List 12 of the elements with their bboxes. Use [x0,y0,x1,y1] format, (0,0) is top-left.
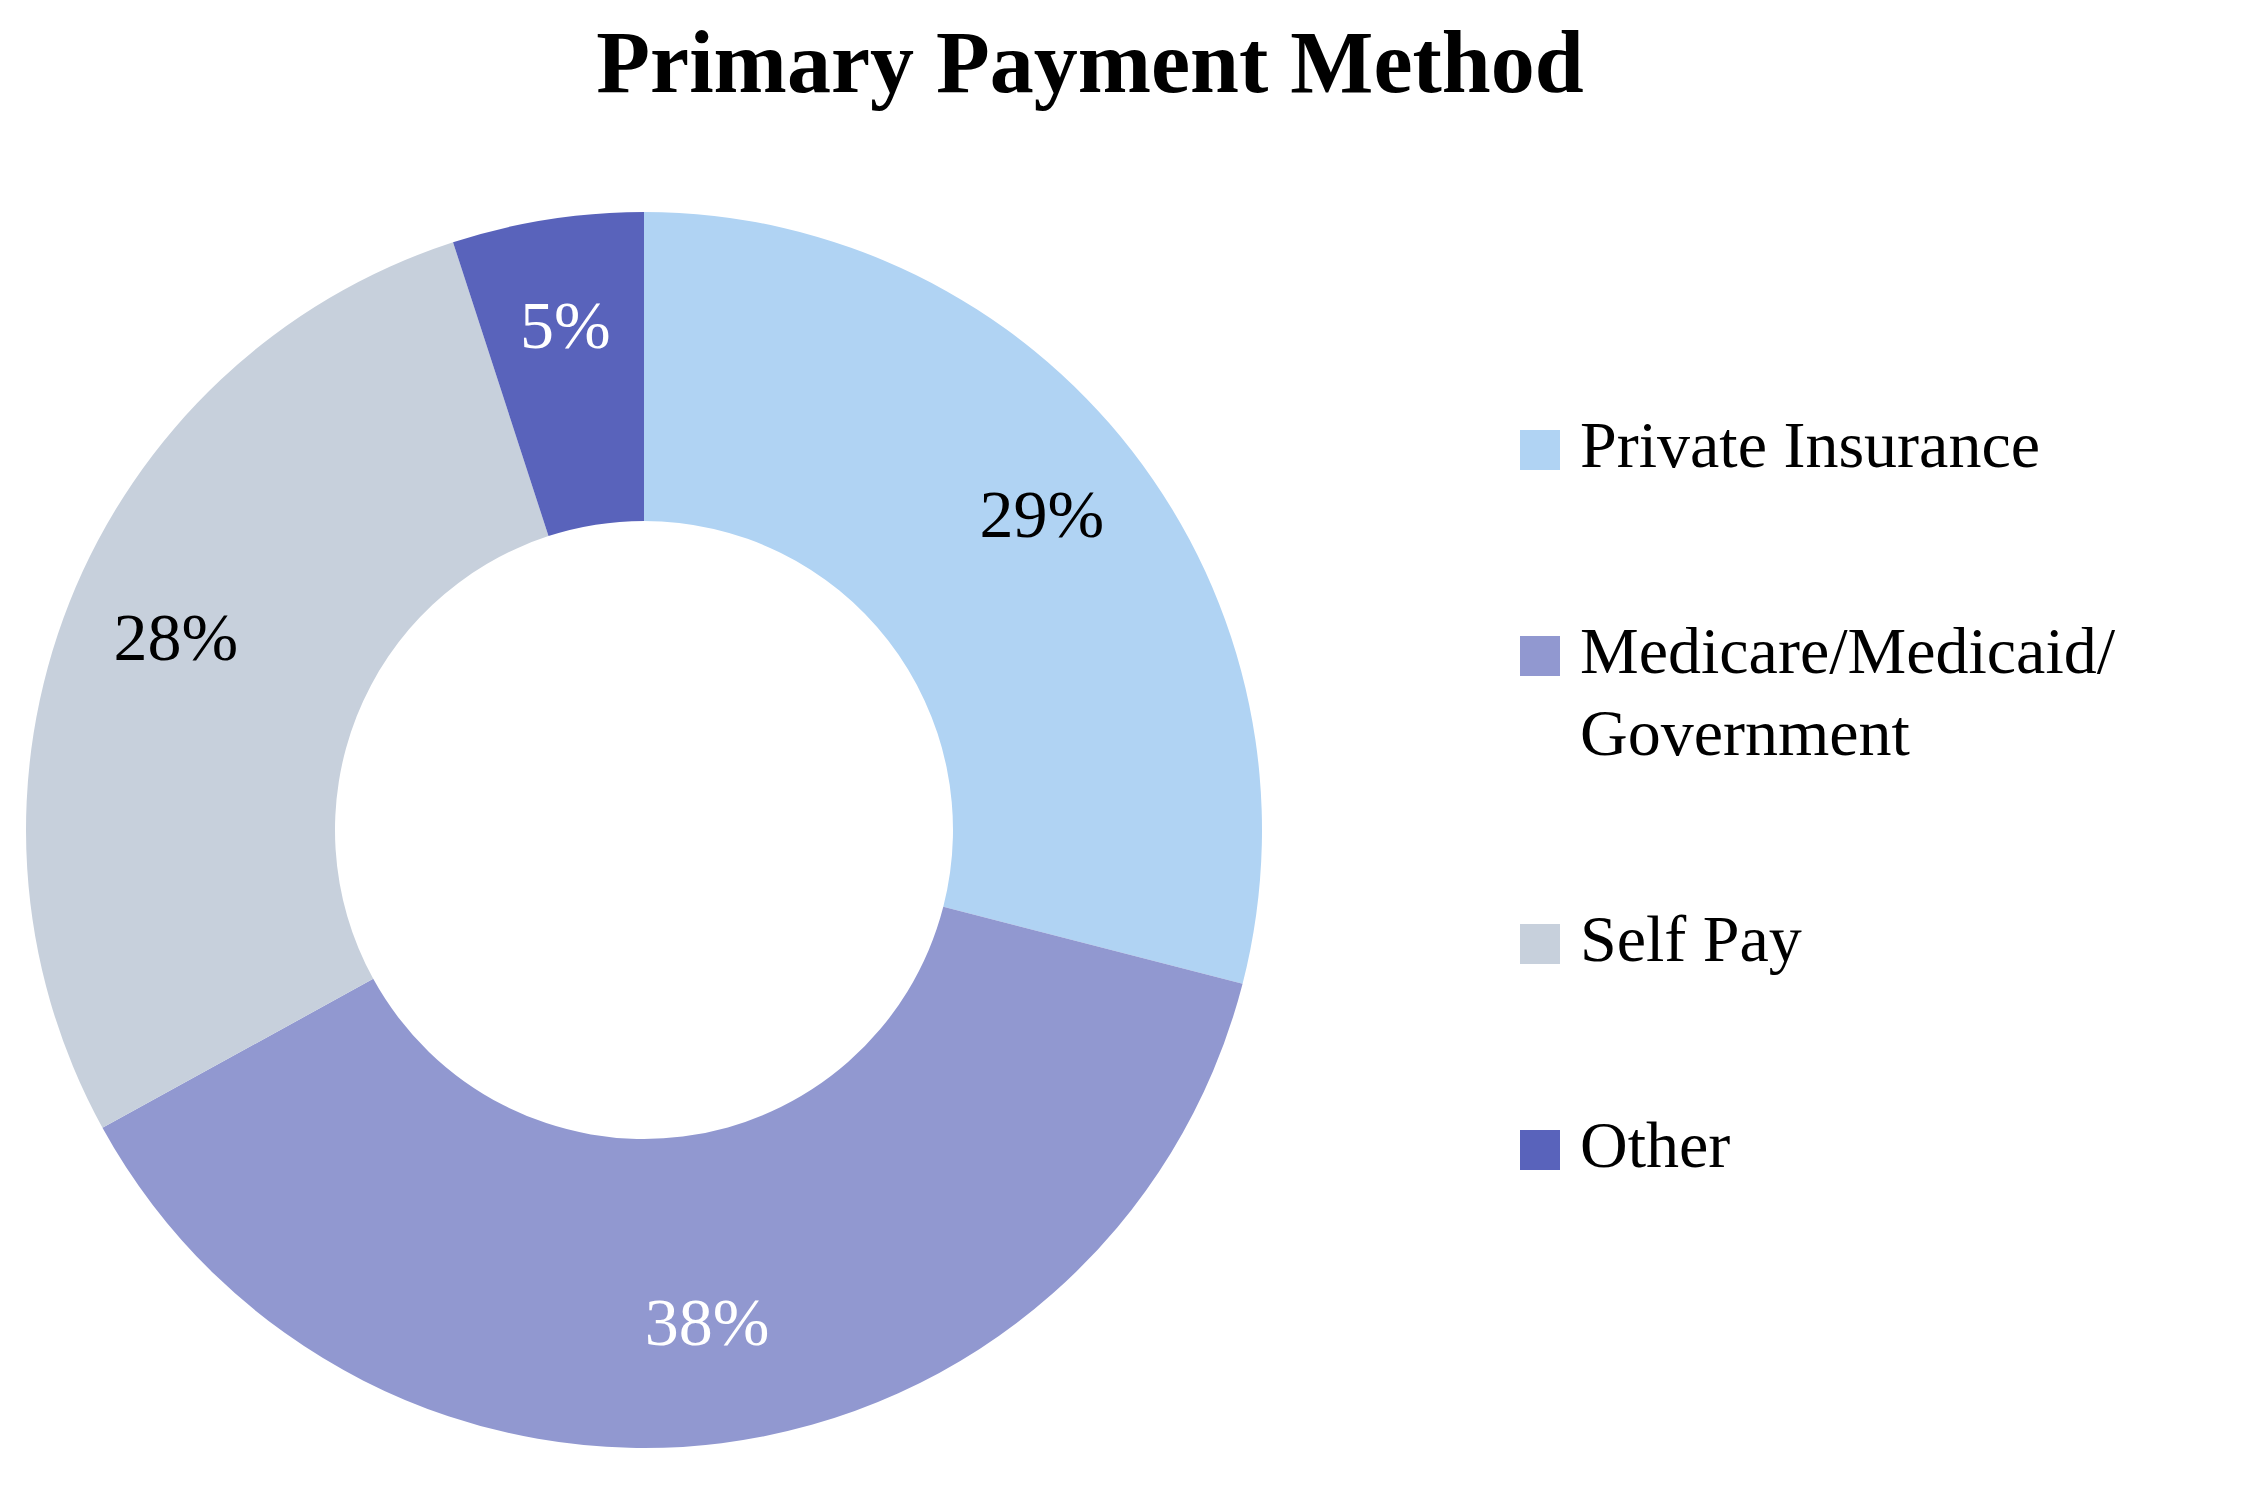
donut-slice [102,906,1243,1447]
donut-slice [644,212,1262,984]
donut-slice [453,212,644,537]
data-label: 29% [979,476,1105,553]
legend-label: Other [1580,1108,1731,1182]
legend-label: Medicare/Medicaid/Government [1580,614,2116,770]
legend-label: Self Pay [1580,902,1802,976]
legend-label: Private Insurance [1580,408,2040,482]
chart-title: Primary Payment Method [596,14,1584,111]
data-label: 38% [644,1284,770,1361]
data-label: 28% [113,599,239,676]
data-label: 5% [519,287,611,364]
